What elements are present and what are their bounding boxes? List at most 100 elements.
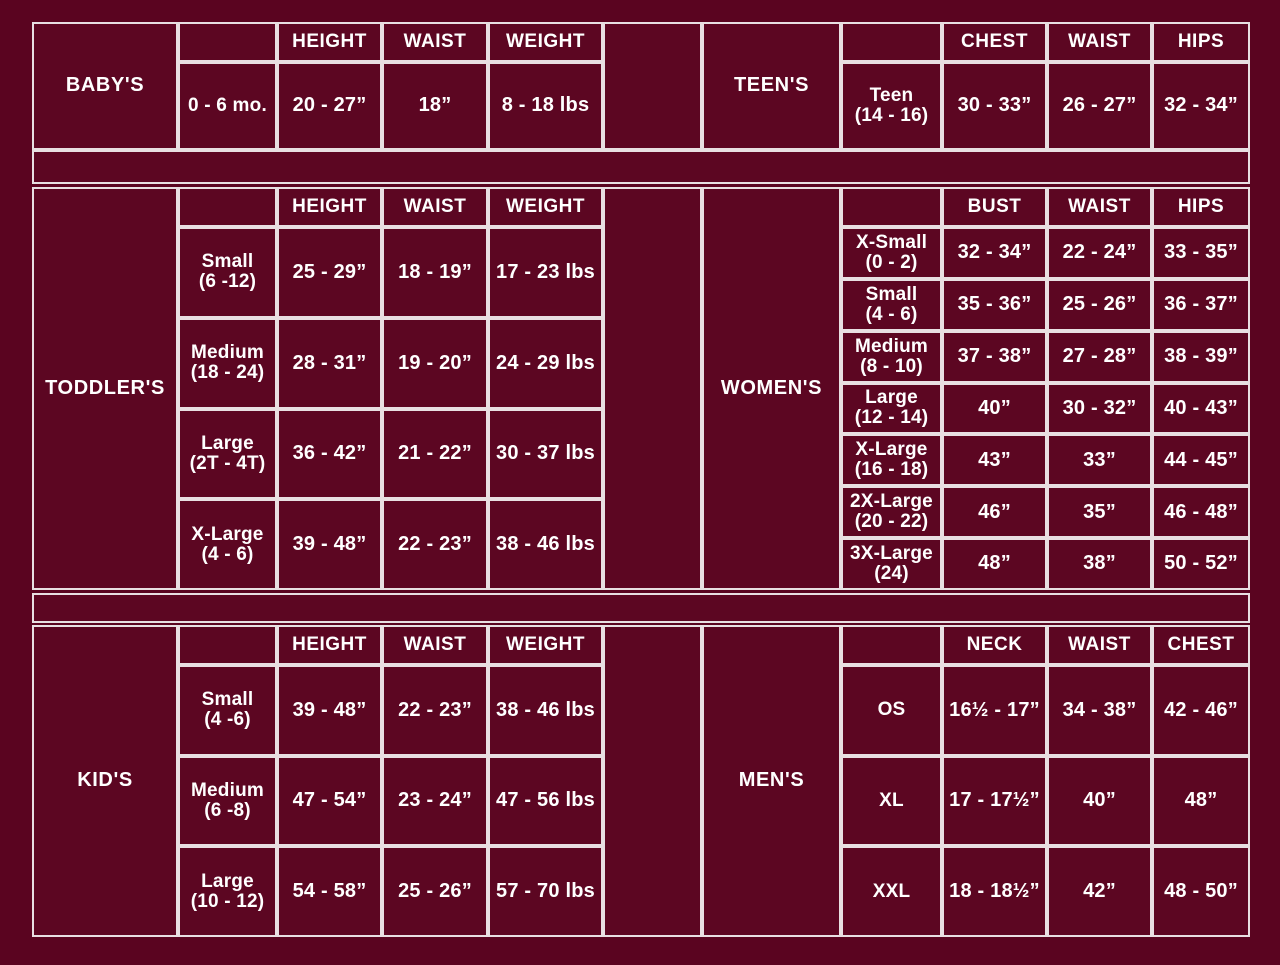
- column-header-womens-2: HIPS: [1152, 187, 1250, 227]
- value-text-womens-1-1: 25 - 26”: [1062, 293, 1137, 316]
- value-womens-0-2: 33 - 35”: [1152, 227, 1250, 279]
- size-label-womens-6: 3X-Large (24): [841, 538, 942, 590]
- column-header-babys-1: WAIST: [382, 22, 488, 62]
- value-text-kids-0-2: 38 - 46 lbs: [496, 698, 595, 721]
- column-header-mens-0: NECK: [942, 625, 1047, 665]
- value-text-womens-2-0: 37 - 38”: [957, 345, 1032, 368]
- value-kids-1-1: 23 - 24”: [382, 755, 488, 847]
- value-text-kids-0-1: 22 - 23”: [398, 698, 472, 721]
- header-stub-womens: [841, 187, 942, 227]
- value-womens-2-1: 27 - 28”: [1047, 330, 1152, 383]
- size-age-kids-0: (4 -6): [204, 709, 251, 731]
- size-name-mens-0: OS: [877, 699, 906, 721]
- size-age-womens-0: (0 - 2): [865, 251, 918, 273]
- value-text-kids-1-0: 47 - 54”: [292, 789, 367, 812]
- column-header-kids-2: WEIGHT: [488, 625, 603, 665]
- size-age-kids-1: (6 -8): [204, 799, 251, 821]
- value-toddlers-1-1: 19 - 20”: [382, 317, 488, 409]
- value-kids-0-0: 39 - 48”: [277, 665, 382, 756]
- column-header-label-teens-1: WAIST: [1068, 30, 1131, 52]
- column-header-womens-0: BUST: [942, 187, 1047, 227]
- value-text-toddlers-3-2: 38 - 46 lbs: [496, 533, 595, 556]
- size-label-kids-1: Medium (6 -8): [178, 755, 277, 847]
- value-teens-0-1: 26 - 27”: [1047, 62, 1152, 150]
- column-header-toddlers-1: WAIST: [382, 187, 488, 227]
- value-text-mens-2-0: 18 - 18½”: [949, 880, 1040, 903]
- column-header-kids-1: WAIST: [382, 625, 488, 665]
- column-header-label-kids-0: HEIGHT: [292, 633, 367, 655]
- value-text-kids-2-0: 54 - 58”: [292, 880, 367, 903]
- value-text-womens-5-1: 35”: [1083, 500, 1116, 523]
- value-mens-2-0: 18 - 18½”: [942, 846, 1047, 937]
- size-name-mens-1: XL: [879, 789, 904, 811]
- category-label-kids: KID'S: [77, 769, 133, 792]
- value-womens-1-1: 25 - 26”: [1047, 278, 1152, 331]
- size-label-womens-5: 2X-Large (20 - 22): [841, 486, 942, 539]
- size-name-mens-2: XXL: [872, 880, 911, 902]
- value-text-womens-5-0: 46”: [978, 500, 1011, 523]
- value-text-womens-3-1: 30 - 32”: [1062, 396, 1137, 419]
- value-toddlers-1-2: 24 - 29 lbs: [488, 317, 603, 409]
- size-label-womens-2: Medium (8 - 10): [841, 330, 942, 383]
- category-toddlers: TODDLER'S: [32, 187, 178, 590]
- value-mens-0-0: 16½ - 17”: [942, 665, 1047, 756]
- value-text-kids-2-2: 57 - 70 lbs: [496, 880, 595, 903]
- size-name-toddlers-0: Small: [201, 251, 254, 273]
- column-header-label-babys-0: HEIGHT: [292, 30, 367, 52]
- value-womens-1-2: 36 - 37”: [1152, 278, 1250, 331]
- column-header-label-womens-0: BUST: [967, 195, 1022, 217]
- value-womens-3-2: 40 - 43”: [1152, 382, 1250, 435]
- size-label-womens-1: Small (4 - 6): [841, 278, 942, 331]
- column-header-teens-1: WAIST: [1047, 22, 1152, 62]
- column-header-kids-0: HEIGHT: [277, 625, 382, 665]
- value-text-womens-2-2: 38 - 39”: [1164, 345, 1238, 368]
- header-stub-kids: [178, 625, 277, 665]
- value-kids-2-2: 57 - 70 lbs: [488, 846, 603, 937]
- value-text-womens-6-1: 38”: [1083, 552, 1116, 575]
- column-header-label-mens-2: CHEST: [1167, 633, 1235, 655]
- size-age-toddlers-0: (6 -12): [198, 271, 257, 293]
- value-text-mens-1-2: 48”: [1184, 789, 1218, 812]
- section-separator-band-1: [32, 593, 1250, 623]
- value-toddlers-3-0: 39 - 48”: [277, 499, 382, 590]
- size-label-mens-1: XL: [841, 755, 942, 847]
- size-age-womens-5: (20 - 22): [854, 511, 929, 533]
- value-text-kids-0-0: 39 - 48”: [292, 698, 367, 721]
- size-age-womens-2: (8 - 10): [860, 355, 923, 377]
- value-toddlers-0-0: 25 - 29”: [277, 227, 382, 318]
- size-age-teens-0: (14 - 16): [854, 105, 929, 126]
- value-womens-6-1: 38”: [1047, 538, 1152, 590]
- value-mens-1-1: 40”: [1047, 755, 1152, 847]
- header-stub-teens: [841, 22, 942, 62]
- value-text-womens-4-1: 33”: [1083, 448, 1116, 471]
- value-text-womens-0-0: 32 - 34”: [957, 241, 1032, 264]
- column-header-babys-0: HEIGHT: [277, 22, 382, 62]
- size-label-mens-2: XXL: [841, 846, 942, 937]
- size-name-womens-5: 2X-Large: [850, 491, 933, 513]
- value-text-mens-0-2: 42 - 46”: [1164, 698, 1238, 721]
- size-name-toddlers-2: Large: [201, 432, 254, 454]
- category-label-babys: BABY'S: [65, 74, 145, 97]
- value-mens-2-1: 42”: [1047, 846, 1152, 937]
- column-header-toddlers-2: WEIGHT: [488, 187, 603, 227]
- value-text-toddlers-2-2: 30 - 37 lbs: [496, 442, 595, 465]
- column-header-babys-2: WEIGHT: [488, 22, 603, 62]
- value-text-mens-2-2: 48 - 50”: [1164, 880, 1238, 903]
- value-womens-4-0: 43”: [942, 434, 1047, 487]
- value-text-toddlers-2-1: 21 - 22”: [398, 442, 472, 465]
- column-header-label-toddlers-2: WEIGHT: [506, 195, 585, 217]
- spacer-column-1: [603, 187, 702, 590]
- column-header-label-kids-1: WAIST: [403, 633, 467, 655]
- value-womens-3-1: 30 - 32”: [1047, 382, 1152, 435]
- value-text-mens-0-1: 34 - 38”: [1062, 698, 1137, 721]
- size-label-mens-0: OS: [841, 665, 942, 756]
- value-toddlers-0-2: 17 - 23 lbs: [488, 227, 603, 318]
- value-text-mens-1-0: 17 - 17½”: [949, 789, 1040, 812]
- column-header-label-kids-2: WEIGHT: [506, 633, 585, 655]
- value-text-kids-1-1: 23 - 24”: [398, 789, 472, 812]
- size-name-womens-6: 3X-Large: [850, 542, 933, 564]
- value-text-babys-0-2: 8 - 18 lbs: [501, 94, 590, 117]
- value-text-mens-1-1: 40”: [1083, 789, 1116, 812]
- value-womens-2-0: 37 - 38”: [942, 330, 1047, 383]
- value-womens-5-1: 35”: [1047, 486, 1152, 539]
